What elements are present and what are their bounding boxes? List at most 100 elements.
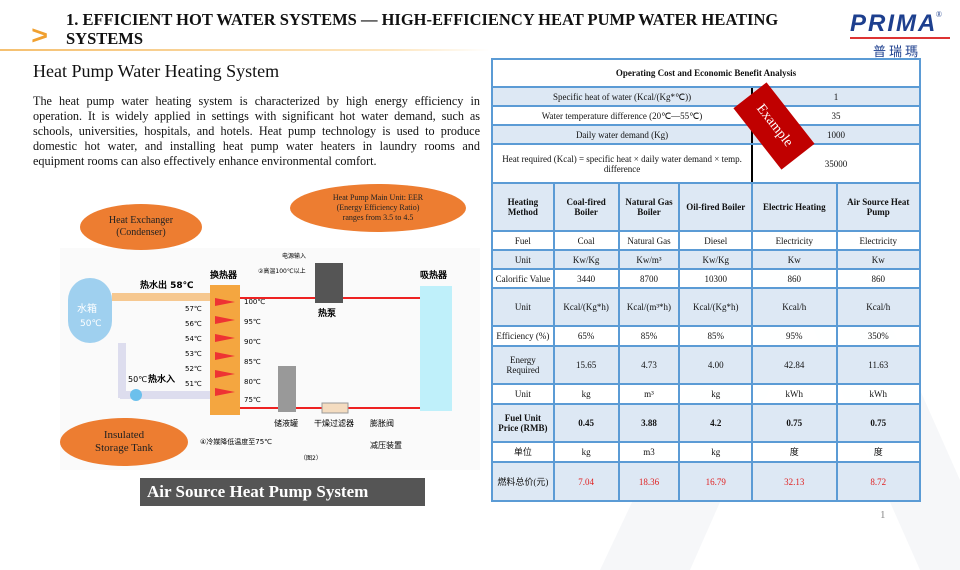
svg-text:膨胀阀: 膨胀阀: [370, 418, 394, 428]
table-cell: Kcal/(Kg*h): [552, 287, 620, 327]
table-cell: 8.72: [835, 461, 922, 502]
param-row: Daily water demand (Kg) 1000: [490, 124, 921, 145]
table-cell: 3.88: [617, 403, 681, 443]
table-cell: 4.73: [617, 345, 681, 385]
table-cell: 860: [835, 268, 922, 289]
table-cell: 燃料总价(元): [491, 461, 555, 502]
table-row: Calorific Value 3440 8700 10300 860 860: [491, 268, 922, 289]
tank-label: 水箱: [77, 302, 97, 315]
svg-text:电源输入: 电源输入: [282, 252, 306, 260]
svg-text:54℃: 54℃: [185, 335, 202, 343]
table-cell: Kw: [751, 249, 838, 270]
hot-water-in-label: 热水入: [148, 373, 175, 385]
table-cell: m³: [617, 383, 681, 405]
table-cell: 11.63: [835, 345, 922, 385]
table-cell: 4.00: [678, 345, 754, 385]
table-title-row: Operating Cost and Economic Benefit Anal…: [491, 58, 921, 88]
svg-text:95℃: 95℃: [244, 318, 261, 326]
param-row: Specific heat of water (Kcal/(Kg*℃)) 1: [490, 86, 921, 107]
pump-circle-icon: [130, 389, 142, 401]
table-title: Operating Cost and Economic Benefit Anal…: [491, 58, 921, 88]
table-cell: 85%: [617, 325, 681, 347]
table-cell: Unit: [491, 287, 555, 327]
table-row: 燃料总价(元) 7.04 18.36 16.79 32.13 8.72: [491, 461, 922, 502]
table-cell: Diesel: [678, 230, 754, 251]
column-header: Electric Heating: [751, 182, 838, 232]
svg-text:换热器: 换热器: [210, 269, 238, 281]
table-cell: 单位: [491, 441, 555, 463]
page-number: 1: [880, 509, 886, 521]
table-cell: Natural Gas: [617, 230, 681, 251]
table-row: Energy Required 15.65 4.73 4.00 42.84 11.63: [491, 345, 922, 385]
diagram-caption: Air Source Heat Pump System: [140, 478, 425, 506]
table-cell: 85%: [678, 325, 754, 347]
svg-text:热泵: 热泵: [318, 307, 337, 319]
callout-heat-exchanger: Heat Exchanger (Condenser): [80, 204, 202, 250]
table-cell: Electricity: [835, 230, 922, 251]
exchanger-shape: [210, 285, 240, 415]
table-cell: 42.84: [751, 345, 838, 385]
svg-text:50℃: 50℃: [80, 319, 102, 329]
column-header: Natural Gas Boiler: [617, 182, 681, 232]
callout-storage-tank: Insulated Storage Tank: [60, 418, 188, 466]
table-cell: Electricity: [751, 230, 838, 251]
table-cell: kg: [552, 383, 620, 405]
param-label: Water temperature difference (20℃—55℃): [490, 105, 754, 126]
header-divider: [0, 49, 490, 51]
table-cell: 0.45: [552, 403, 620, 443]
table-cell: Fuel: [491, 230, 555, 251]
inlet-temp: 50℃: [128, 375, 147, 384]
table-row: 单位 kg m3 kg 度度: [491, 441, 922, 463]
table-cell: kg: [678, 383, 754, 405]
table-row: Fuel Unit Price (RMB) 0.45 3.88 4.2 0.75 0.75: [491, 403, 922, 443]
header-row: Heating Method Coal-fired Boiler Natural G…: [491, 182, 922, 232]
table-cell: 16.79: [678, 461, 754, 502]
table-cell: 350%: [835, 325, 922, 347]
absorber-shape: [420, 286, 452, 411]
svg-text:干燥过滤器: 干燥过滤器: [314, 418, 354, 428]
table-cell: 4.2: [678, 403, 754, 443]
table-cell: Kcal/h: [751, 287, 838, 327]
heat-pump-unit-shape: [315, 263, 343, 303]
column-header: Oil-fired Boiler: [678, 182, 754, 232]
svg-text:75℃: 75℃: [244, 396, 261, 404]
table-cell: 18.36: [617, 461, 681, 502]
svg-text:100℃: 100℃: [244, 298, 265, 306]
chevron-icon: >: [31, 20, 48, 50]
svg-text:吸热器: 吸热器: [420, 269, 448, 281]
table-cell: 65%: [552, 325, 620, 347]
svg-text:90℃: 90℃: [244, 338, 261, 346]
table-cell: Fuel Unit Price (RMB): [491, 403, 555, 443]
page-title: 1. EFFICIENT HOT WATER SYSTEMS — HIGH-EF…: [66, 10, 779, 48]
table-cell: 度: [835, 441, 922, 463]
table-cell: Unit: [491, 249, 555, 270]
table-cell: 10300: [678, 268, 754, 289]
table-cell: Kw/Kg: [552, 249, 620, 270]
table-cell: m3: [617, 441, 681, 463]
table-cell: Efficiency (%): [491, 325, 555, 347]
svg-text:②高温100℃以上: ②高温100℃以上: [258, 267, 306, 275]
table-cell: Kw/Kg: [678, 249, 754, 270]
table-cell: 15.65: [552, 345, 620, 385]
refrigerant-lower-label: ④冷媒降低温度至75℃: [200, 437, 272, 446]
table-cell: 95%: [751, 325, 838, 347]
table-cell: 度: [751, 441, 838, 463]
column-header: Heating Method: [491, 182, 555, 232]
table-cell: 32.13: [751, 461, 838, 502]
prima-logo: PRIMA ® 普瑞瑪: [850, 10, 950, 60]
section-subtitle: Heat Pump Water Heating System: [33, 61, 280, 81]
heat-pump-diagram: 水箱 50℃ 热水出 58℃ 50℃ 热水入 换热器 57℃ 56℃ 54℃ 53℃ 5…: [60, 248, 480, 470]
param-row: Water temperature difference (20℃—55℃) 35: [490, 105, 921, 126]
param-label: Specific heat of water (Kcal/(Kg*℃)): [490, 86, 754, 107]
svg-text:51℃: 51℃: [185, 380, 202, 388]
table-cell: kg: [552, 441, 620, 463]
table-cell: 7.04: [552, 461, 620, 502]
table-cell: Coal: [552, 230, 620, 251]
table-row: Unit kg m³ kg kWh kWh: [491, 383, 922, 405]
column-header: Coal-fired Boiler: [552, 182, 620, 232]
table-row: Efficiency (%) 65% 85% 85% 95% 350%: [491, 325, 922, 347]
table-cell: Calorific Value: [491, 268, 555, 289]
table-cell: 0.75: [835, 403, 922, 443]
table-cell: Energy Required: [491, 345, 555, 385]
svg-text:（图2）: （图2）: [300, 455, 322, 462]
